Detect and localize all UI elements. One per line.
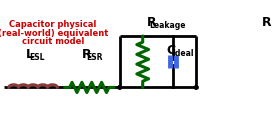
Text: ESL: ESL — [30, 53, 45, 62]
Circle shape — [118, 86, 122, 89]
Text: R: R — [82, 48, 91, 61]
Text: Ideal: Ideal — [172, 49, 194, 58]
Circle shape — [194, 86, 198, 89]
Text: Leakage: Leakage — [149, 21, 186, 30]
Text: (real-world) equivalent: (real-world) equivalent — [0, 29, 108, 38]
Text: R: R — [262, 16, 272, 29]
Text: C: C — [167, 44, 176, 57]
Text: Capacitor physical: Capacitor physical — [9, 20, 97, 29]
Text: R: R — [147, 16, 157, 29]
Text: L: L — [26, 48, 34, 61]
Text: circuit model: circuit model — [22, 37, 84, 46]
Text: ESR: ESR — [86, 53, 103, 62]
